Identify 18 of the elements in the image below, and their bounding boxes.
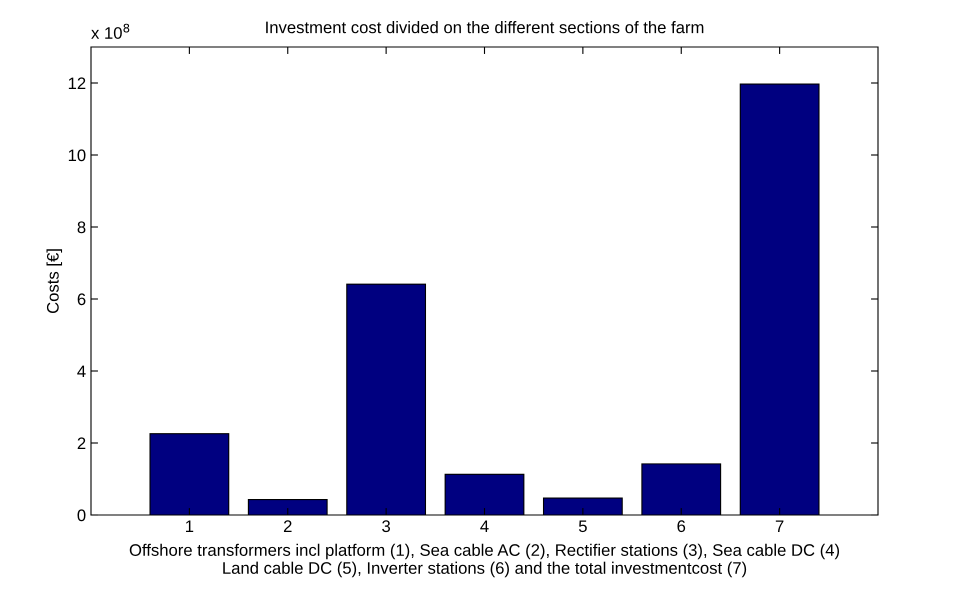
y-tick-label: 2 — [78, 437, 86, 450]
x-tick-label: 7 — [776, 520, 784, 532]
x-axis-title: Offshore transformers incl platform (1), Sea cable AC (2), Rectifier stations (3), Sea cable DC (4) Land cable DC (5), Inverter stations (6) and the total investmentcost (7) — [130, 544, 840, 578]
x-tick-label: 3 — [382, 520, 390, 532]
y-tick-label: 4 — [77, 366, 86, 378]
x-tick-label: 1 — [186, 520, 194, 532]
y-tick-label: 6 — [78, 293, 86, 306]
y-tick-label: 0 — [78, 509, 86, 522]
x-tick-label: 2 — [284, 520, 292, 532]
chart-title: Investment cost divided on the different sections of the farm — [266, 21, 704, 34]
y-tick-label: 8 — [78, 221, 86, 234]
x-tick-label: 5 — [578, 520, 587, 532]
y-tick-label: 12 — [68, 77, 86, 90]
text: x 10$^{8}$ — [91, 24, 130, 39]
y-axis-title: Costs [€] — [46, 249, 62, 314]
x-tick-label: 6 — [677, 520, 686, 532]
x-tick-label: 4 — [480, 520, 489, 532]
y-tick-label: 10 — [68, 149, 86, 162]
